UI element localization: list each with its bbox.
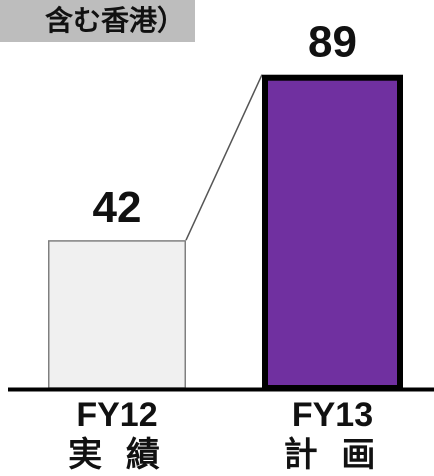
chart-title-box: 含む香港） [0,0,195,42]
chart-title: 含む香港） [44,4,185,37]
category-sublabel-plan: 計 画 [284,435,382,475]
bar-fy12 [48,240,186,389]
category-label-fy12: FY12 [76,396,157,434]
category-sublabel-actual: 実 績 [68,435,166,475]
data-label-fy13: 89 [308,18,357,67]
connector-line [185,74,263,241]
data-label-fy12: 42 [93,183,142,232]
category-label-fy13: FY13 [292,396,373,434]
bar-fy13 [262,74,403,391]
